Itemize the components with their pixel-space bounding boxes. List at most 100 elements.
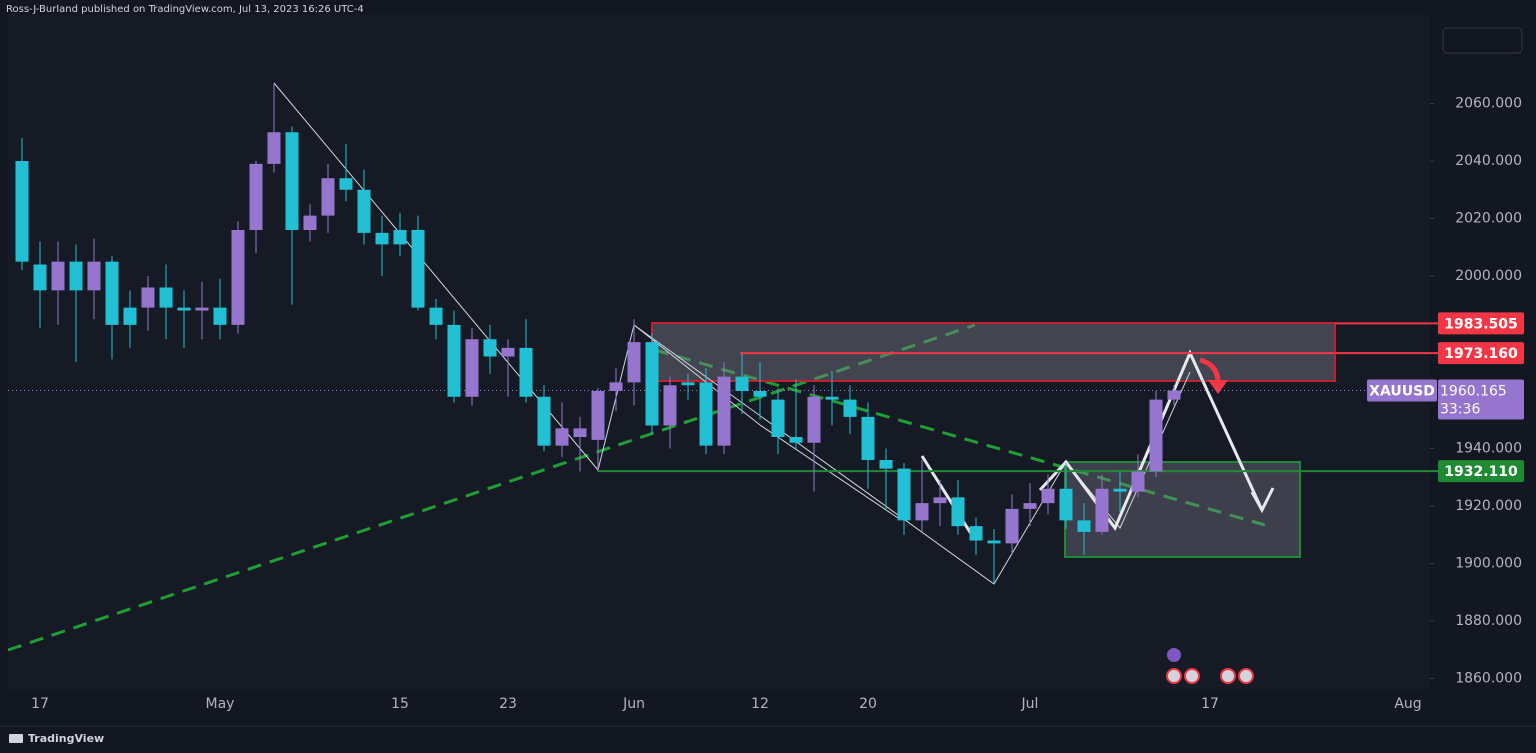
- candle-body: [87, 261, 101, 291]
- candle-body: [15, 161, 29, 262]
- level-label-box: [1438, 460, 1524, 483]
- symbol-label-box: [1367, 379, 1437, 402]
- candle-body: [825, 396, 839, 400]
- x-tick-label: 17: [31, 696, 49, 712]
- candle-body: [195, 307, 209, 311]
- candle-body: [753, 391, 767, 397]
- candle-body: [1095, 488, 1109, 532]
- x-tick-label: May: [206, 696, 235, 712]
- candle-body: [501, 347, 515, 357]
- candle-body: [537, 396, 551, 446]
- candle-body: [771, 399, 785, 437]
- toolbar-box: [1442, 27, 1523, 54]
- candle-body: [105, 261, 119, 325]
- level-label: 1973.160: [1444, 346, 1518, 362]
- candle-body: [69, 261, 83, 291]
- candle-body: [1005, 508, 1019, 544]
- candle-body: [303, 215, 317, 230]
- countdown-label: 33:36: [1440, 402, 1480, 418]
- candle-body: [159, 287, 173, 308]
- candle-body: [465, 339, 479, 397]
- symbol-label: XAUUSD: [1369, 384, 1435, 400]
- level-label-box: [1438, 312, 1524, 335]
- x-tick-label: Jun: [622, 696, 645, 712]
- candle-body: [429, 307, 443, 325]
- event-icon[interactable]: [1167, 648, 1181, 662]
- candle-body: [1113, 488, 1127, 492]
- candle-body: [717, 376, 731, 446]
- candle-body: [663, 385, 677, 426]
- candle-body: [1149, 399, 1163, 472]
- candle-body: [411, 230, 425, 308]
- event-icon[interactable]: [1166, 668, 1182, 684]
- candle-body: [519, 347, 533, 397]
- candle-body: [393, 230, 407, 245]
- candle-body: [141, 287, 155, 308]
- x-tick-label: Aug: [1394, 696, 1421, 712]
- candle-body: [123, 307, 137, 325]
- candle-body: [51, 261, 65, 291]
- candle-body: [807, 396, 821, 443]
- x-tick-label: 12: [751, 696, 769, 712]
- candle-body: [33, 264, 47, 291]
- x-tick-label: 23: [499, 696, 517, 712]
- candle-body: [861, 416, 875, 460]
- y-tick-label: 2000.000: [1455, 268, 1522, 284]
- y-tick-label: 1940.000: [1455, 441, 1522, 457]
- candle-body: [483, 339, 497, 357]
- candle-body: [699, 382, 713, 446]
- event-icon[interactable]: [1184, 668, 1200, 684]
- candle-body: [249, 163, 263, 230]
- event-icon[interactable]: [1220, 668, 1236, 684]
- candle-body: [879, 460, 893, 469]
- last-price-label: 1960.165: [1440, 384, 1507, 400]
- x-tick-label: Jul: [1021, 696, 1039, 712]
- candle-body: [1077, 520, 1091, 532]
- candle-body: [933, 497, 947, 504]
- y-tick-label: 1920.000: [1455, 498, 1522, 514]
- level-label: 1932.110: [1444, 464, 1518, 480]
- candle-body: [1023, 503, 1037, 509]
- candle-body: [843, 399, 857, 417]
- candle-body: [231, 230, 245, 325]
- candle-body: [969, 526, 983, 541]
- y-tick-label: 1880.000: [1455, 613, 1522, 629]
- candle-body: [1167, 390, 1181, 400]
- candle-body: [285, 132, 299, 230]
- y-tick-label: 2020.000: [1455, 211, 1522, 227]
- candle-body: [915, 503, 929, 521]
- candle-body: [339, 178, 353, 190]
- level-label: 1983.505: [1444, 316, 1518, 332]
- candle-body: [573, 428, 587, 437]
- y-tick-label: 2060.000: [1455, 96, 1522, 112]
- candle-body: [789, 437, 803, 443]
- candle-body: [609, 382, 623, 391]
- candle-body: [591, 391, 605, 440]
- candle-body: [267, 132, 281, 164]
- candle-body: [951, 497, 965, 527]
- trend-line: [7, 323, 976, 652]
- header: Ross-J-Burland published on TradingView.…: [6, 4, 364, 15]
- x-tick-label: 17: [1201, 696, 1219, 712]
- last-price-box: [1438, 379, 1524, 420]
- candle-body: [375, 232, 389, 245]
- x-tick-label: 15: [391, 696, 409, 712]
- y-tick-label: 1900.000: [1455, 556, 1522, 572]
- candles: [15, 83, 1181, 584]
- candle-body: [321, 178, 335, 216]
- candle-body: [1041, 488, 1055, 504]
- arrow-head: [1208, 380, 1228, 394]
- candle-body: [627, 342, 641, 383]
- y-tick-label: 2040.000: [1455, 153, 1522, 169]
- projection-arrow: [920, 455, 977, 541]
- footer: TradingView: [28, 732, 104, 745]
- candle-body: [555, 428, 569, 446]
- plot-area: [8, 14, 1430, 690]
- event-icon[interactable]: [1238, 668, 1254, 684]
- supply-zone: [651, 322, 1336, 382]
- candle-body: [177, 307, 191, 311]
- arrow-head: [1250, 487, 1275, 514]
- candle-body: [213, 307, 227, 325]
- candle-body: [1059, 488, 1073, 521]
